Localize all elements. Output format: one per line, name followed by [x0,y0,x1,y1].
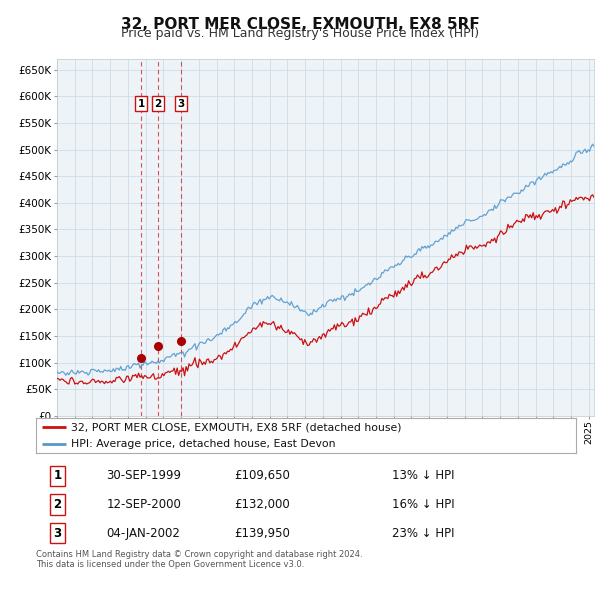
Text: 1: 1 [137,99,145,109]
Text: 1: 1 [53,469,62,482]
Text: £139,950: £139,950 [234,527,290,540]
Text: 13% ↓ HPI: 13% ↓ HPI [392,469,455,482]
Text: Contains HM Land Registry data © Crown copyright and database right 2024.
This d: Contains HM Land Registry data © Crown c… [36,550,362,569]
Text: 3: 3 [178,99,185,109]
Text: 12-SEP-2000: 12-SEP-2000 [106,498,181,511]
Text: 2: 2 [53,498,62,511]
Text: HPI: Average price, detached house, East Devon: HPI: Average price, detached house, East… [71,438,335,448]
Text: 30-SEP-1999: 30-SEP-1999 [106,469,181,482]
Text: 2: 2 [154,99,161,109]
Text: 23% ↓ HPI: 23% ↓ HPI [392,527,455,540]
Text: 32, PORT MER CLOSE, EXMOUTH, EX8 5RF (detached house): 32, PORT MER CLOSE, EXMOUTH, EX8 5RF (de… [71,422,401,432]
Text: 16% ↓ HPI: 16% ↓ HPI [392,498,455,511]
Text: Price paid vs. HM Land Registry's House Price Index (HPI): Price paid vs. HM Land Registry's House … [121,27,479,40]
Text: £109,650: £109,650 [234,469,290,482]
Text: £132,000: £132,000 [234,498,290,511]
Text: 04-JAN-2002: 04-JAN-2002 [106,527,180,540]
Text: 3: 3 [53,527,62,540]
Text: 32, PORT MER CLOSE, EXMOUTH, EX8 5RF: 32, PORT MER CLOSE, EXMOUTH, EX8 5RF [121,17,479,31]
